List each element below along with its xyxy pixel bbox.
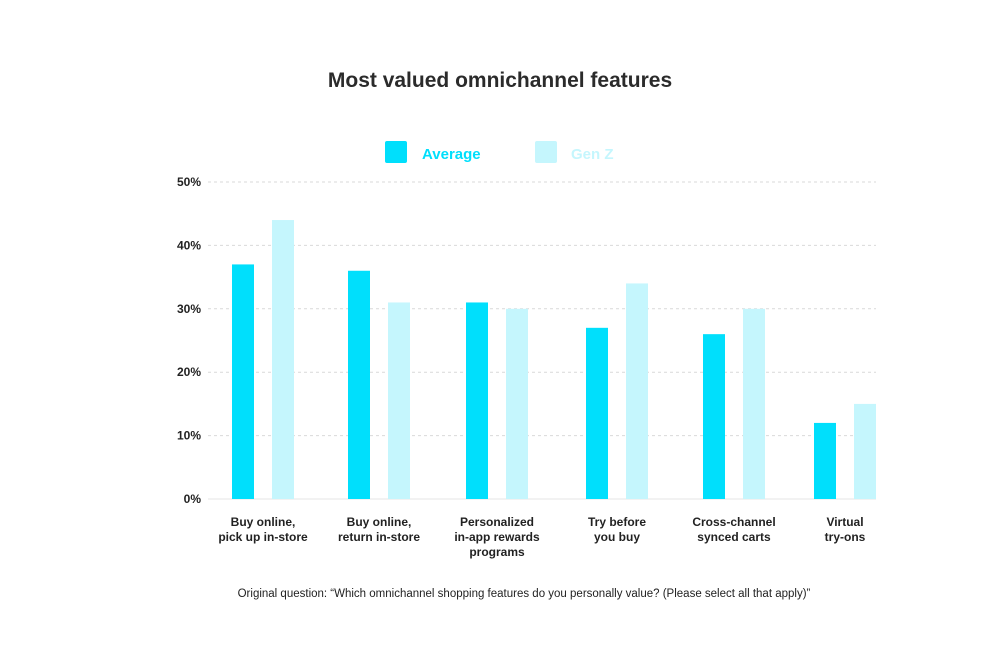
legend-label: Average bbox=[422, 146, 481, 163]
bar-gen-z bbox=[506, 308, 528, 499]
x-axis: Buy online, pick up in-store Buy online, re… bbox=[218, 515, 865, 559]
legend: Average Gen Z bbox=[385, 141, 614, 163]
chart-title: Most valued omnichannel features bbox=[328, 69, 672, 92]
bar-average bbox=[703, 334, 725, 499]
y-tick-label: 20% bbox=[177, 365, 201, 379]
bar-gen-z bbox=[388, 302, 410, 499]
x-category-label: Virtual try-ons bbox=[825, 515, 866, 544]
x-category-label: Try before you buy bbox=[588, 515, 646, 544]
gridlines bbox=[208, 181, 876, 500]
x-category-label: Buy online, pick up in-store bbox=[218, 515, 308, 544]
legend-swatch bbox=[385, 141, 407, 163]
x-category-label: Personalized in-app rewards programs bbox=[454, 515, 540, 559]
y-tick-label: 10% bbox=[177, 429, 201, 443]
legend-swatch bbox=[535, 141, 557, 163]
bar-gen-z bbox=[272, 220, 294, 500]
y-tick-label: 40% bbox=[177, 238, 201, 252]
bar-average bbox=[232, 264, 254, 499]
bar-gen-z bbox=[743, 308, 765, 499]
footnote: Original question: “Which omnichannel sh… bbox=[238, 588, 811, 600]
bars bbox=[232, 220, 876, 500]
x-category-label: Cross-channel synced carts bbox=[692, 515, 775, 544]
bar-average bbox=[466, 302, 488, 499]
bar-average bbox=[586, 327, 608, 499]
bar-gen-z bbox=[626, 283, 648, 499]
y-tick-label: 30% bbox=[177, 302, 201, 316]
y-tick-label: 0% bbox=[184, 492, 202, 506]
x-category-label: Buy online, return in-store bbox=[338, 515, 420, 544]
legend-label: Gen Z bbox=[571, 146, 614, 163]
y-tick-label: 50% bbox=[177, 175, 201, 189]
y-axis: 0% 10% 20% 30% 40% 50% bbox=[177, 175, 201, 506]
bar-gen-z bbox=[854, 403, 876, 499]
bar-average bbox=[348, 270, 370, 499]
bar-average bbox=[814, 422, 836, 499]
